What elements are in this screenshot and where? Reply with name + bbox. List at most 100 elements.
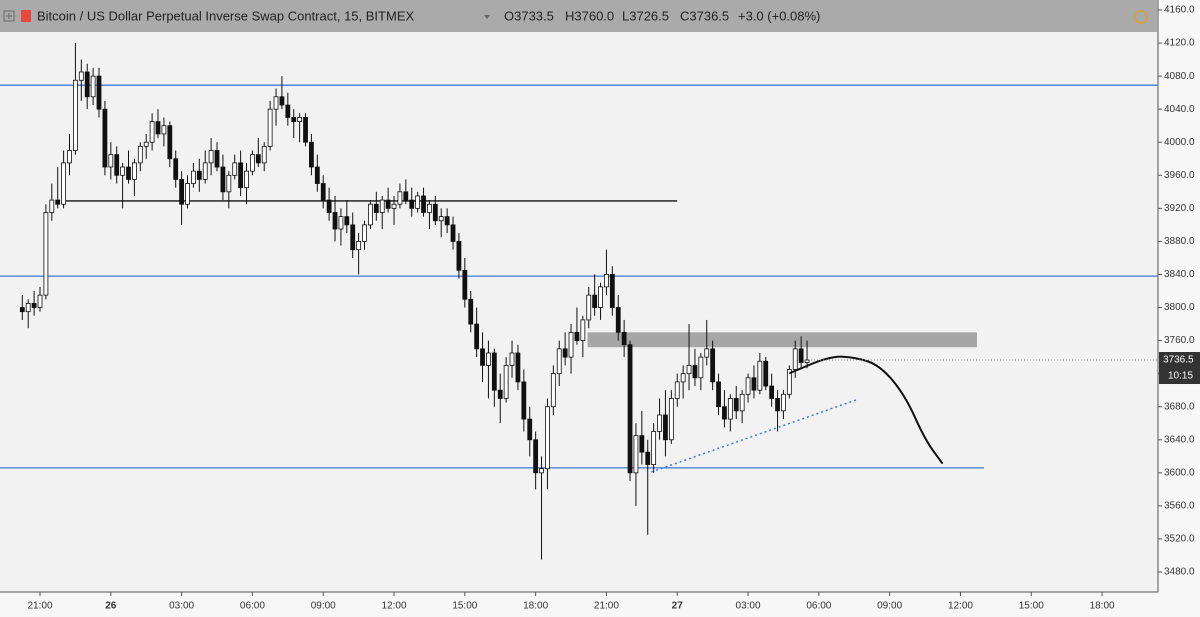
candle-body — [397, 191, 403, 205]
candle-body — [373, 203, 379, 213]
candle-body — [385, 199, 391, 209]
x-tick-label: 27 — [672, 601, 684, 612]
y-tick-label: 3960.0 — [1164, 170, 1195, 181]
candle-body — [267, 108, 273, 147]
candle-body — [586, 294, 592, 321]
ohlc-high: H3760.0 — [565, 8, 614, 23]
x-tick-label: 03:00 — [736, 601, 761, 612]
candle-body — [202, 162, 208, 180]
candle-body — [627, 344, 633, 474]
ohlc-open: O3733.5 — [504, 8, 554, 23]
candle-body — [539, 468, 544, 474]
candle-body — [668, 398, 674, 441]
candle-body — [503, 364, 509, 399]
candle-body — [592, 294, 598, 308]
x-tick-label: 26 — [105, 601, 117, 612]
y-tick-label: 4040.0 — [1164, 104, 1195, 115]
candle-body — [509, 352, 515, 366]
candle-body — [580, 319, 586, 341]
candle-body — [545, 406, 550, 470]
candle-body — [621, 331, 627, 346]
candle-body — [515, 352, 521, 383]
x-tick-label: 09:00 — [877, 601, 902, 612]
y-tick-label: 3760.0 — [1164, 335, 1195, 346]
candle-body — [220, 166, 226, 193]
candle-body — [155, 121, 161, 135]
candle-body — [67, 150, 72, 164]
y-tick-label: 3520.0 — [1164, 534, 1195, 545]
candle-body — [763, 360, 769, 387]
dropdown[interactable] — [484, 15, 490, 19]
candle-body — [432, 203, 438, 222]
x-tick-label: 06:00 — [806, 601, 831, 612]
candle-body — [456, 241, 462, 271]
x-tick-label: 21:00 — [594, 601, 619, 612]
y-tick-label: 3480.0 — [1164, 567, 1195, 578]
candle-body — [798, 348, 804, 363]
projection-curve — [789, 355, 944, 464]
candle-body — [90, 75, 96, 98]
candle-body — [739, 393, 745, 412]
countdown-bg — [1159, 368, 1200, 385]
candle-body — [314, 166, 320, 184]
candle-body — [421, 195, 426, 213]
marks — [0, 43, 1158, 560]
candle-body — [792, 348, 798, 370]
candle-body — [25, 302, 31, 313]
candle-body — [338, 216, 344, 230]
candle-body — [686, 364, 692, 375]
candle-body — [769, 385, 775, 399]
candle-body — [185, 183, 190, 205]
ohlc-change: +3.0 (+0.08%) — [738, 8, 820, 23]
candle-body — [320, 183, 326, 201]
y-tick-label: 4160.0 — [1164, 5, 1195, 16]
candle-body — [73, 79, 78, 151]
candle-body — [468, 298, 474, 325]
candle-body — [704, 348, 710, 358]
candle-body — [19, 307, 25, 313]
candle-body — [527, 418, 533, 441]
candle-body — [208, 150, 214, 164]
candle-body — [102, 108, 108, 168]
candle-body — [733, 398, 739, 412]
y-tick-label: 4120.0 — [1164, 38, 1195, 49]
y-tick-label: 3680.0 — [1164, 401, 1195, 412]
candle-body — [415, 195, 421, 209]
candle-body — [362, 224, 367, 242]
candle-body — [674, 381, 680, 399]
candle-body — [332, 212, 338, 230]
candle-body — [78, 71, 84, 81]
y-tick-label: 3880.0 — [1164, 236, 1195, 247]
alert-icon[interactable] — [1134, 10, 1148, 24]
icon-expand[interactable] — [3, 10, 15, 22]
candle-body — [727, 398, 733, 420]
candle-body — [745, 377, 751, 395]
x-tick-label: 21:00 — [27, 601, 52, 612]
candle-body — [196, 170, 202, 180]
candle-body — [533, 439, 539, 474]
candle-body — [297, 117, 303, 122]
candle-body — [120, 166, 126, 176]
candle-body — [409, 199, 415, 209]
candle-body — [804, 359, 810, 363]
trendline — [651, 398, 859, 473]
candle-body — [226, 174, 232, 193]
y-tick-label: 3600.0 — [1164, 467, 1195, 478]
x-tick-label: 09:00 — [311, 601, 336, 612]
candle-body — [615, 307, 621, 333]
candle-body — [250, 154, 255, 172]
candle-body — [285, 104, 291, 118]
candle-body — [350, 224, 356, 251]
x-tick-label: 18:00 — [523, 601, 548, 612]
y-tick-label: 3640.0 — [1164, 434, 1195, 445]
x-tick-label: 15:00 — [1019, 601, 1044, 612]
symbol-icon — [21, 10, 31, 22]
candle-body — [31, 302, 37, 308]
candle-body — [786, 369, 792, 395]
candle-body — [255, 154, 261, 164]
candle-body — [291, 117, 297, 122]
price-label: 3736.5 — [1163, 355, 1194, 366]
candle-body — [710, 348, 716, 383]
candle-body — [191, 170, 196, 184]
